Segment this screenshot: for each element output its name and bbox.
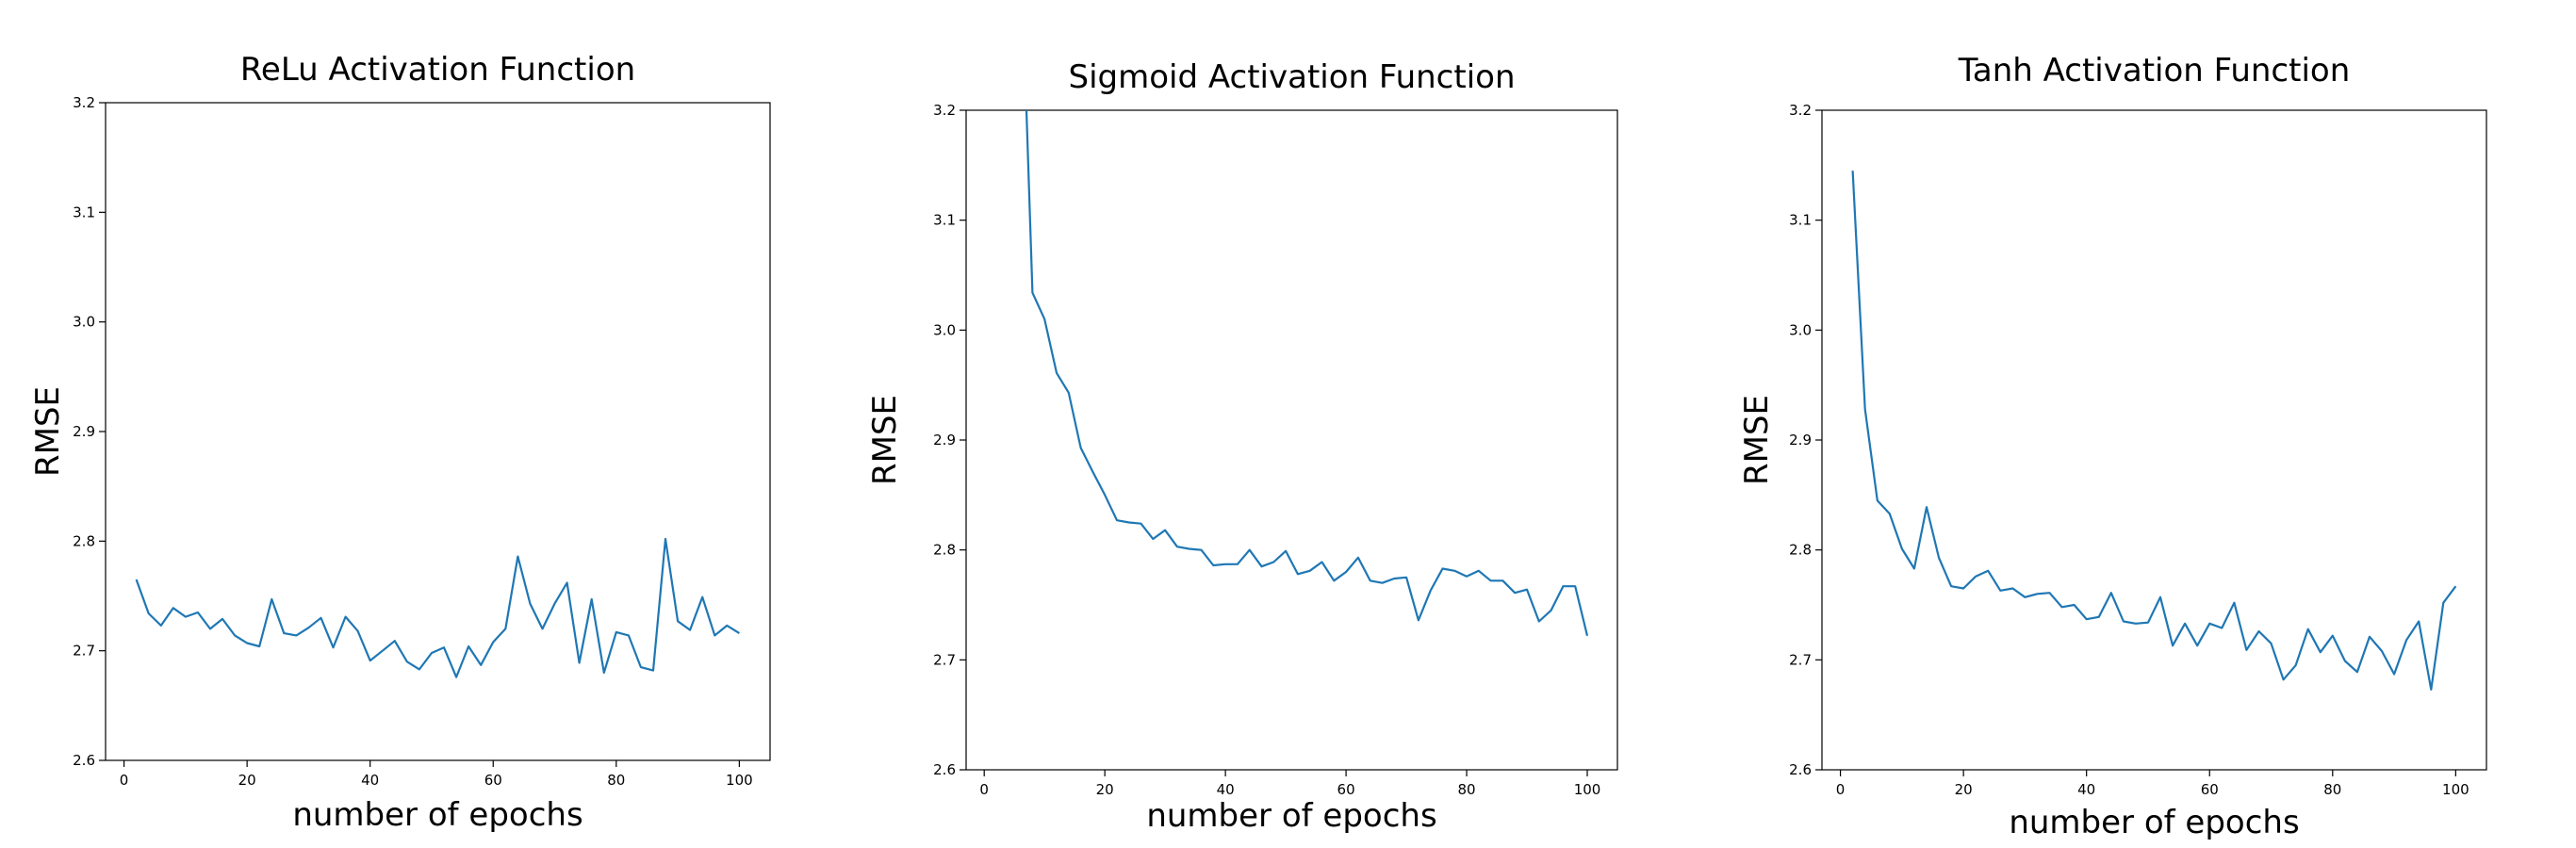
y-tick-label: 2.7 (73, 643, 95, 660)
plot-frame (965, 109, 1618, 771)
x-tick-label: 80 (2323, 781, 2341, 798)
x-tick-label: 40 (361, 772, 379, 789)
y-tick-label: 2.7 (933, 651, 956, 668)
y-tick-label: 3.2 (1789, 102, 1812, 119)
x-tick-label: 0 (120, 772, 129, 789)
series-line (1851, 171, 2457, 691)
y-tick-label: 3.2 (73, 94, 95, 111)
x-tick-label: 60 (2201, 781, 2219, 798)
x-axis-label: number of epochs (1146, 797, 1436, 835)
y-tick-label: 3.1 (1789, 212, 1812, 229)
x-tick-label: 80 (607, 772, 625, 789)
y-tick-label: 2.6 (933, 761, 956, 778)
x-tick-label: 20 (238, 772, 256, 789)
chart-title: ReLu Activation Function (240, 51, 635, 89)
y-axis-label: RMSE (1738, 395, 1776, 485)
y-tick-label: 2.8 (933, 542, 956, 559)
y-tick-label: 2.6 (73, 752, 95, 769)
x-tick-label: 100 (726, 772, 753, 789)
x-tick-label: 60 (484, 772, 502, 789)
chart-tanh: Tanh Activation Function number of epoch… (1738, 52, 2487, 841)
x-tick-label: 60 (1337, 781, 1355, 798)
x-tick-label: 100 (1574, 781, 1601, 798)
y-tick-label: 3.1 (933, 212, 956, 229)
y-tick-label: 2.9 (73, 423, 95, 440)
x-tick-label: 0 (1836, 781, 1846, 798)
chart-title: Sigmoid Activation Function (1068, 58, 1515, 96)
plot-frame (1821, 109, 2487, 771)
chart-sigmoid: Sigmoid Activation Function number of ep… (866, 58, 1618, 835)
x-tick-label: 20 (1955, 781, 1973, 798)
y-axis-label: RMSE (29, 386, 67, 477)
y-tick-label: 3.0 (73, 314, 95, 331)
plot-frame (105, 102, 771, 761)
chart-relu: ReLu Activation Function number of epoch… (29, 51, 771, 834)
chart-title: Tanh Activation Function (1958, 52, 2351, 90)
series-line (135, 537, 740, 678)
y-tick-label: 2.6 (1789, 761, 1812, 778)
x-tick-label: 20 (1096, 781, 1114, 798)
y-tick-label: 2.9 (933, 432, 956, 448)
y-tick-label: 2.8 (73, 532, 95, 549)
y-axis-label: RMSE (866, 395, 904, 485)
series-line (1025, 110, 1589, 636)
y-tick-label: 2.7 (1789, 651, 1812, 668)
x-axis-label: number of epochs (2009, 804, 2299, 841)
y-tick-label: 3.2 (933, 102, 956, 119)
y-tick-label: 3.0 (1789, 321, 1812, 338)
y-tick-label: 2.8 (1789, 542, 1812, 559)
x-tick-label: 40 (1217, 781, 1235, 798)
x-tick-label: 80 (1457, 781, 1475, 798)
x-tick-label: 0 (979, 781, 989, 798)
y-tick-label: 3.0 (933, 321, 956, 338)
x-axis-label: number of epochs (292, 796, 582, 834)
y-tick-label: 3.1 (73, 204, 95, 220)
x-tick-label: 100 (2442, 781, 2469, 798)
x-tick-label: 40 (2077, 781, 2095, 798)
y-tick-label: 2.9 (1789, 432, 1812, 448)
